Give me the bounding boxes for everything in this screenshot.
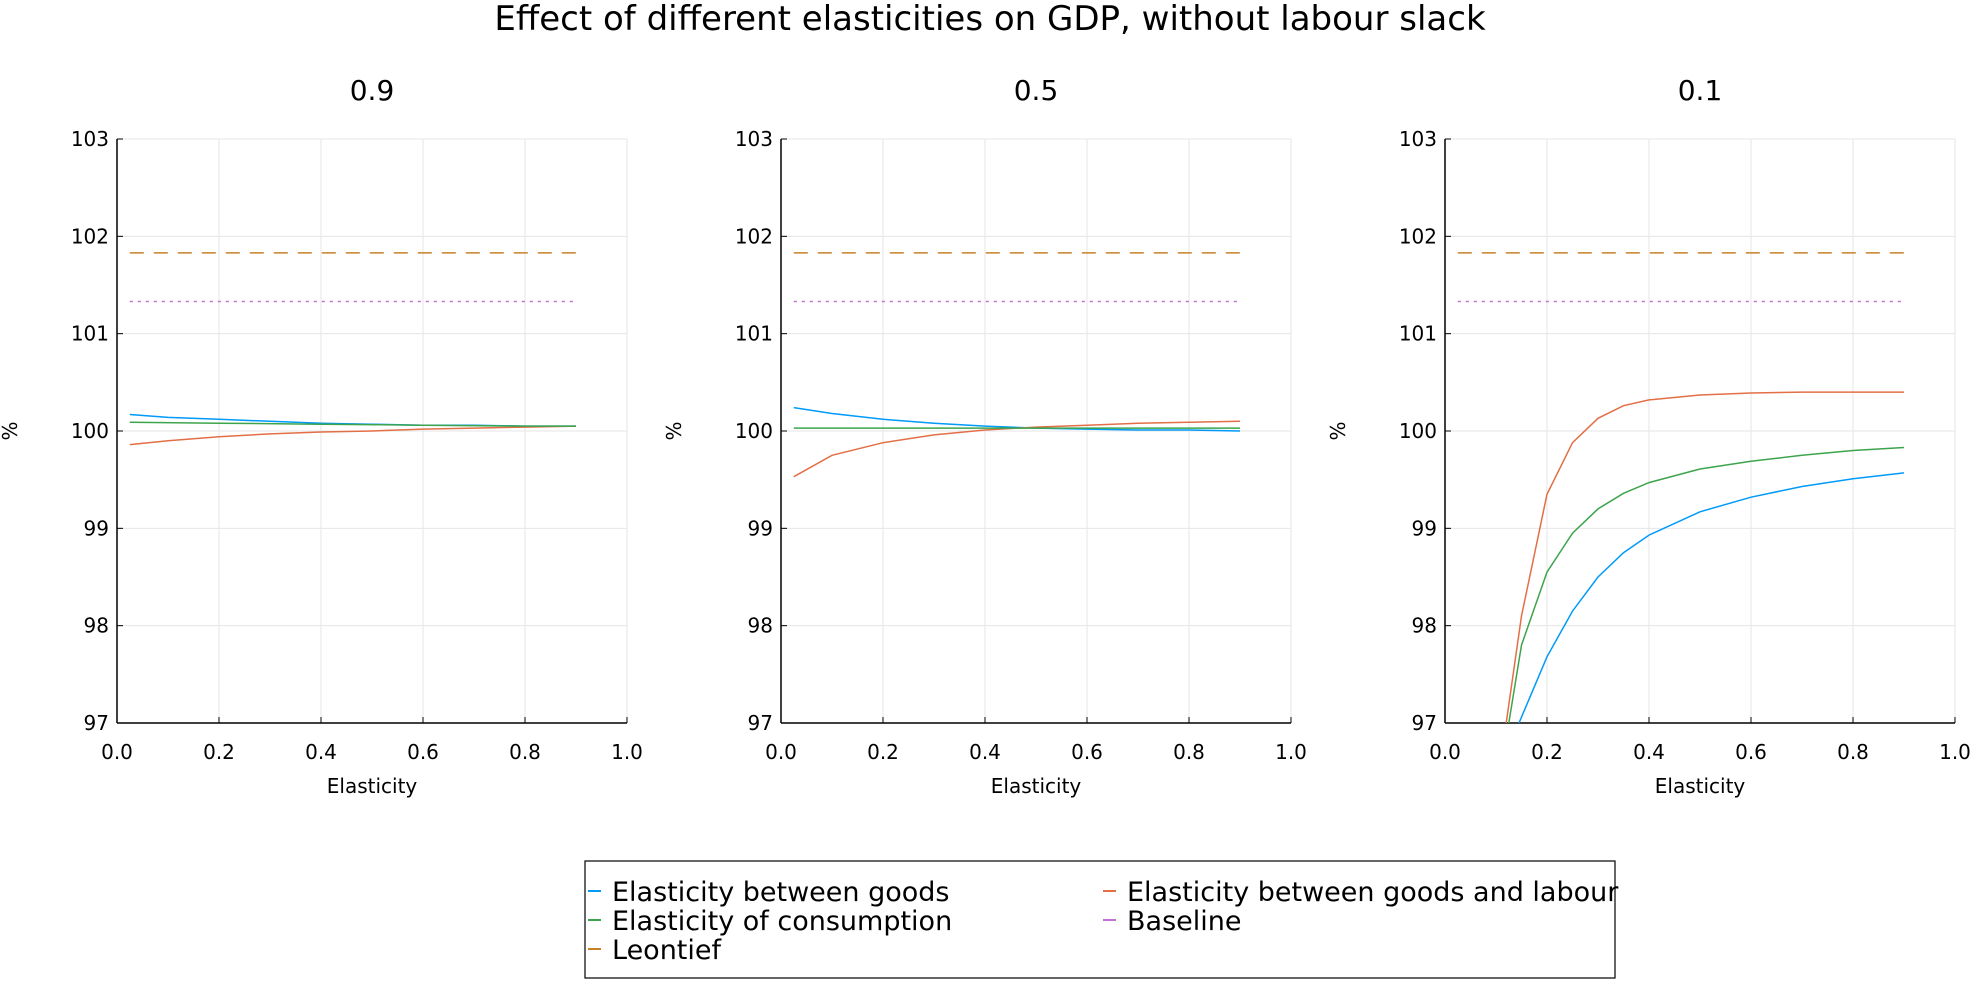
panel-2: 0.5 0.0 0.2 0.4 0.6 0.8 1.0 97 98 99 100 101 102 103 E… <box>662 74 1307 798</box>
x-tick-label: 1.0 <box>1939 740 1971 764</box>
y-tick-label: 101 <box>1399 322 1437 346</box>
y-tick-label: 103 <box>735 127 773 151</box>
x-tick-label: 0.0 <box>765 740 797 764</box>
x-tick-label: 1.0 <box>1275 740 1307 764</box>
legend-label-elasticity-between-goods-and-labour: Elasticity between goods and labour <box>1127 877 1619 908</box>
x-tick-label: 0.2 <box>867 740 899 764</box>
y-tick-label: 100 <box>71 419 109 443</box>
x-tick-label: 0.6 <box>1071 740 1103 764</box>
y-tick-label: 102 <box>735 224 773 248</box>
x-tick-label: 1.0 <box>611 740 643 764</box>
x-tick-label: 0.4 <box>1633 740 1665 764</box>
y-tick-label: 97 <box>748 711 773 735</box>
y-tick-label: 103 <box>1399 127 1437 151</box>
x-axis-label: Elasticity <box>991 774 1082 798</box>
y-tick-label: 100 <box>735 419 773 443</box>
y-tick-label: 102 <box>1399 224 1437 248</box>
legend: Elasticity between goods Elasticity betwe… <box>584 860 1619 979</box>
x-tick-label: 0.6 <box>1735 740 1767 764</box>
chart-panels: 0.9 0.0 0.2 0.4 0.6 0.8 1.0 97 98 99 100 101 102 103 E… <box>0 74 1971 798</box>
panel-title: 0.9 <box>350 74 395 107</box>
x-tick-label: 0.4 <box>305 740 337 764</box>
series-line-elasticity-of-consumption <box>129 421 576 427</box>
y-tick-label: 99 <box>84 516 109 540</box>
x-axis-label: Elasticity <box>1655 774 1746 798</box>
panel-3: 0.1 0.0 0.2 0.4 0.6 0.8 1.0 97 98 99 100 101 102 103 E… <box>1326 74 1971 798</box>
series-line-elasticity-between-goods <box>1518 472 1905 723</box>
legend-label-elasticity-between-goods: Elasticity between goods <box>612 877 949 908</box>
y-tick-label: 101 <box>71 322 109 346</box>
series-line-elasticity-of-consumption <box>1508 446 1905 723</box>
chart-title: Effect of different elasticities on GDP,… <box>494 0 1486 39</box>
x-tick-label: 0.8 <box>1173 740 1205 764</box>
panel-title: 0.1 <box>1678 74 1723 107</box>
legend-label-elasticity-of-consumption: Elasticity of consumption <box>612 906 952 937</box>
panel-1: 0.9 0.0 0.2 0.4 0.6 0.8 1.0 97 98 99 100 101 102 103 E… <box>0 74 643 798</box>
y-tick-label: 100 <box>1399 419 1437 443</box>
x-tick-label: 0.8 <box>1837 740 1869 764</box>
y-axis-label: % <box>0 421 22 440</box>
y-tick-label: 98 <box>748 614 773 638</box>
x-tick-label: 0.2 <box>203 740 235 764</box>
y-tick-label: 98 <box>1412 614 1437 638</box>
y-tick-label: 101 <box>735 322 773 346</box>
x-tick-label: 0.6 <box>407 740 439 764</box>
y-axis-label: % <box>662 421 686 440</box>
legend-label-baseline: Baseline <box>1127 906 1241 937</box>
series-line-elasticity-between-goods-and-labour <box>129 425 577 446</box>
legend-box <box>584 860 1616 979</box>
x-tick-label: 0.0 <box>101 740 133 764</box>
x-tick-label: 0.4 <box>969 740 1001 764</box>
y-tick-label: 99 <box>748 516 773 540</box>
y-tick-label: 99 <box>1412 516 1437 540</box>
y-tick-label: 103 <box>71 127 109 151</box>
y-tick-label: 98 <box>84 614 109 638</box>
x-tick-label: 0.0 <box>1429 740 1461 764</box>
y-axis-label: % <box>1326 421 1350 440</box>
x-axis-label: Elasticity <box>327 774 418 798</box>
series-group <box>793 252 1241 478</box>
x-tick-label: 0.2 <box>1531 740 1563 764</box>
series-line-elasticity-between-goods <box>793 406 1241 432</box>
series-group <box>1457 252 1905 723</box>
y-tick-label: 97 <box>1412 711 1437 735</box>
x-tick-label: 0.8 <box>509 740 541 764</box>
legend-label-leontief: Leontief <box>612 935 723 966</box>
y-tick-label: 97 <box>84 711 109 735</box>
series-group <box>129 252 577 446</box>
y-tick-label: 102 <box>71 224 109 248</box>
panel-title: 0.5 <box>1014 74 1059 107</box>
series-line-elasticity-between-goods-and-labour <box>1505 391 1904 723</box>
